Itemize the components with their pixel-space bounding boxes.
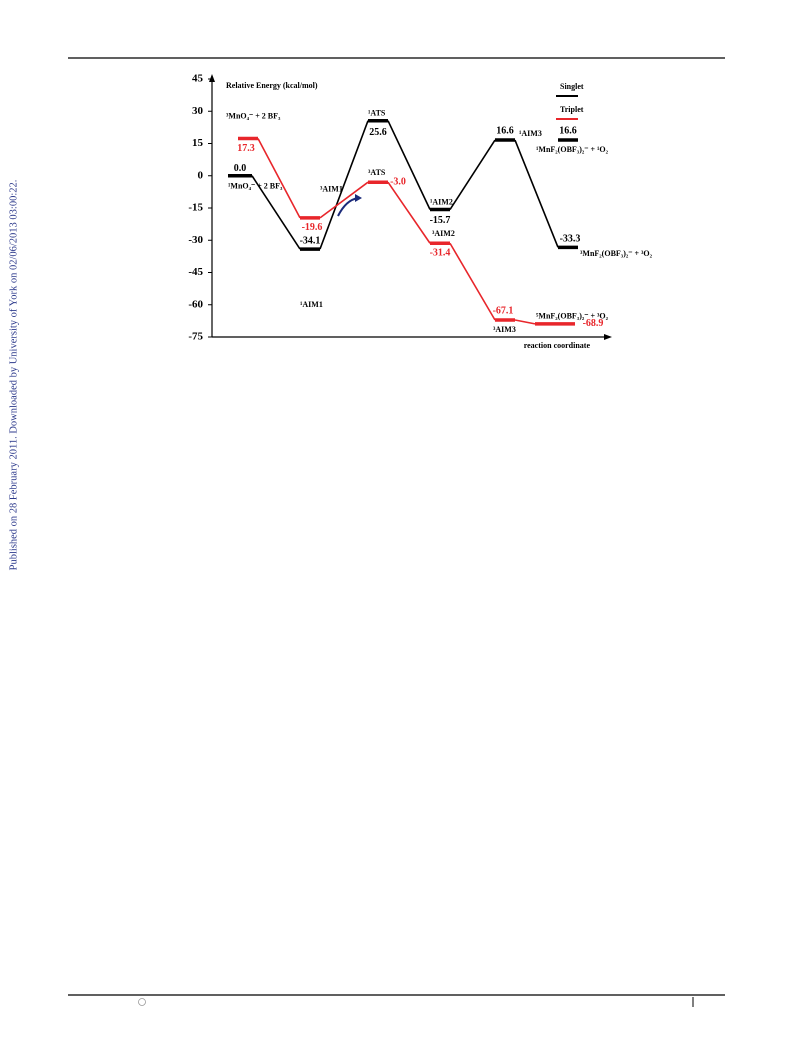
connector bbox=[387, 120, 431, 210]
y-tick-label: 15 bbox=[192, 137, 204, 149]
value-label: 16.6 bbox=[496, 125, 514, 136]
y-tick-label: -15 bbox=[188, 202, 203, 214]
legend-label: Triplet bbox=[560, 105, 584, 114]
value-label: 16.6 bbox=[559, 125, 577, 136]
state-label: ³ATS bbox=[368, 168, 386, 177]
value-label: -15.7 bbox=[430, 215, 451, 226]
state-label: ¹MnF₂(OBF₃)₂⁻ + ¹O₂ bbox=[536, 145, 609, 154]
y-arrow bbox=[209, 74, 215, 82]
y-tick-label: 0 bbox=[198, 169, 204, 181]
value-label: -67.1 bbox=[493, 305, 514, 316]
connector bbox=[251, 175, 301, 250]
value-label: -3.0 bbox=[390, 176, 406, 187]
value-label: 25.6 bbox=[369, 127, 387, 138]
y-axis-label: Relative Energy (kcal/mol) bbox=[226, 81, 318, 90]
value-label: -33.3 bbox=[560, 234, 581, 245]
crossing-arrowhead bbox=[355, 194, 362, 202]
x-axis-label: reaction coordinate bbox=[524, 341, 591, 350]
state-label: ¹AIM1 bbox=[300, 300, 323, 309]
y-tick-label: -60 bbox=[188, 298, 203, 310]
state-label: ³MnF₂(OBF₃)₂⁻ + ³O₂ bbox=[580, 249, 653, 258]
y-tick-label: -75 bbox=[188, 331, 203, 343]
connector bbox=[514, 319, 536, 325]
side-note: Published on 28 February 2011. Downloade… bbox=[8, 180, 19, 571]
state-label: ³AIM2 bbox=[432, 229, 455, 238]
state-label: ¹ATS bbox=[368, 109, 386, 118]
state-label: ³MnO₄⁻ + 2 BF₃ bbox=[226, 111, 281, 120]
connector bbox=[257, 138, 301, 219]
connector bbox=[319, 181, 369, 219]
value-label: 0.0 bbox=[234, 163, 247, 174]
state-label: ³AIM3 bbox=[493, 325, 516, 334]
connector bbox=[319, 120, 369, 250]
state-label: ¹AIM3 bbox=[519, 129, 542, 138]
state-label: ³AIM1 bbox=[320, 185, 343, 194]
connector bbox=[514, 139, 559, 248]
x-arrow bbox=[604, 334, 612, 340]
value-label: -34.1 bbox=[300, 235, 321, 246]
footer-icon bbox=[138, 998, 146, 1006]
state-label: ⁵MnF₂(OBF₃)₂⁻ + ³O₂ bbox=[536, 312, 609, 321]
connector bbox=[387, 181, 431, 244]
state-label: ¹AIM2 bbox=[430, 197, 453, 206]
legend-label: Singlet bbox=[560, 82, 584, 91]
value-label: -68.9 bbox=[583, 318, 604, 329]
y-tick-label: 45 bbox=[192, 73, 204, 85]
value-label: 17.3 bbox=[237, 143, 255, 154]
state-label: ¹MnO₄⁻ + 2 BF₃ bbox=[228, 182, 283, 191]
value-label: -31.4 bbox=[430, 248, 451, 259]
y-tick-label: -45 bbox=[188, 266, 203, 278]
value-label: -19.6 bbox=[302, 222, 323, 233]
connector bbox=[449, 242, 496, 321]
y-tick-label: 30 bbox=[192, 105, 204, 117]
connector bbox=[449, 139, 496, 210]
y-tick-label: -30 bbox=[188, 234, 203, 246]
